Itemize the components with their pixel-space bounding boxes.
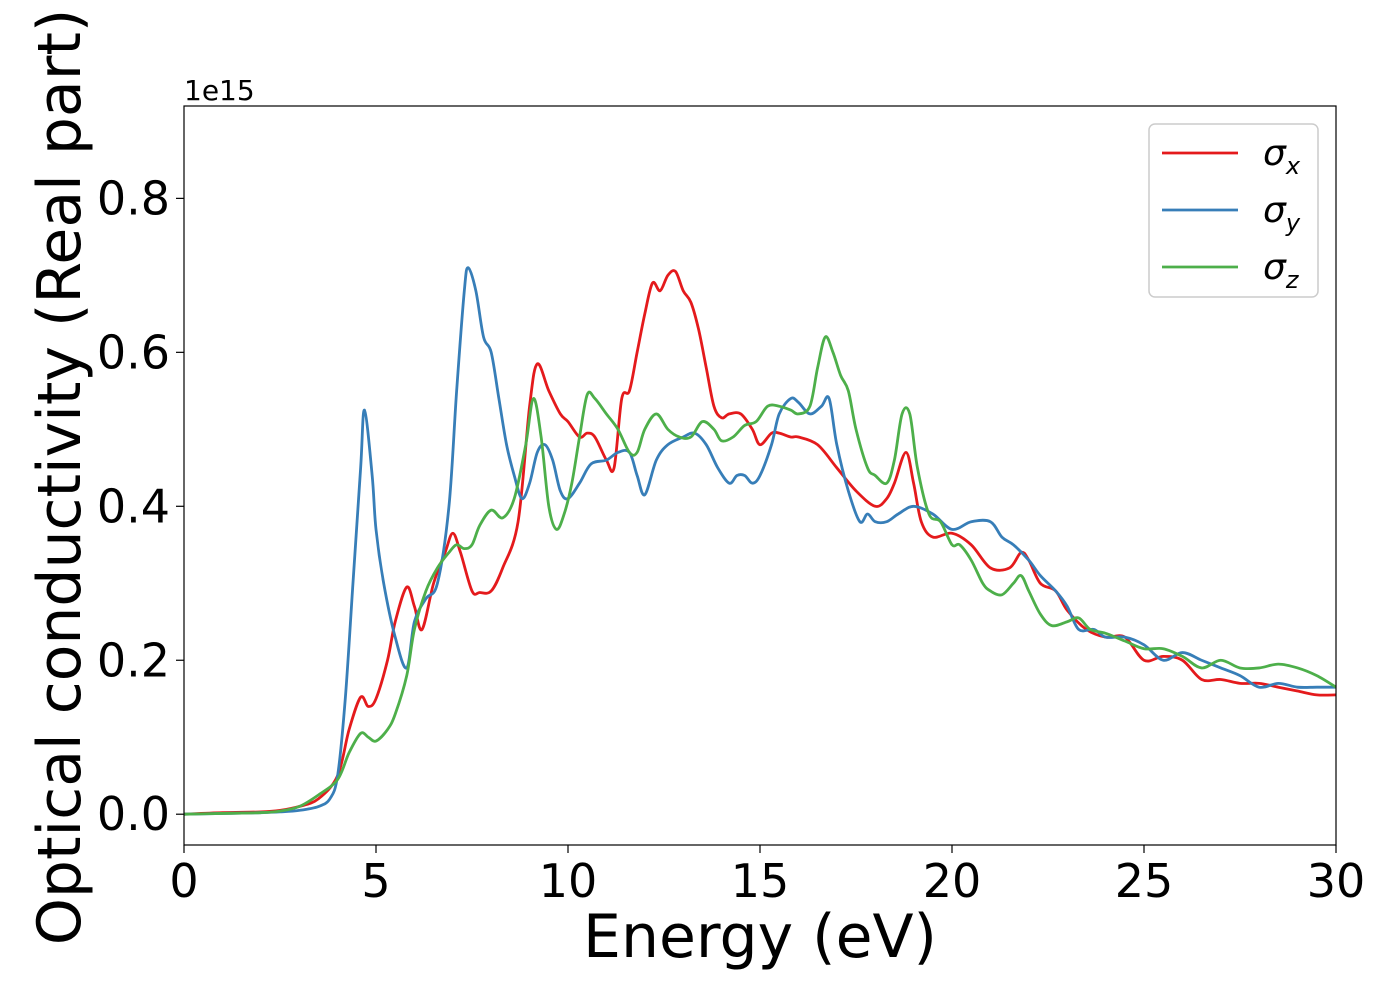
y-tick-label: 0.0	[97, 787, 170, 841]
y-tick-label: 0.2	[97, 633, 170, 687]
x-tick-label: 0	[169, 854, 198, 908]
x-tick-label: 20	[923, 854, 982, 908]
series-layer	[184, 266, 1336, 816]
x-tick-label: 5	[361, 854, 390, 908]
y-tick-label: 0.4	[97, 479, 170, 533]
x-tick-label: 10	[539, 854, 598, 908]
y-tick-label: 0.8	[97, 171, 170, 225]
y-axis: 0.0 0.2 0.4 0.6 0.8	[97, 171, 184, 841]
y-axis-label: Optical conductivity (Real part)	[25, 9, 95, 946]
y-tick-label: 0.6	[97, 325, 170, 379]
x-tick-label: 30	[1307, 854, 1366, 908]
series-line-z	[184, 335, 1336, 816]
y-offset-label: 1e15	[184, 74, 255, 107]
x-axis-label: Energy (eV)	[583, 902, 937, 972]
x-tick-label: 15	[731, 854, 790, 908]
x-axis: 0 5 10 15 20 25 30	[169, 845, 1365, 908]
series-line-y	[184, 266, 1336, 816]
x-tick-label: 25	[1115, 854, 1174, 908]
